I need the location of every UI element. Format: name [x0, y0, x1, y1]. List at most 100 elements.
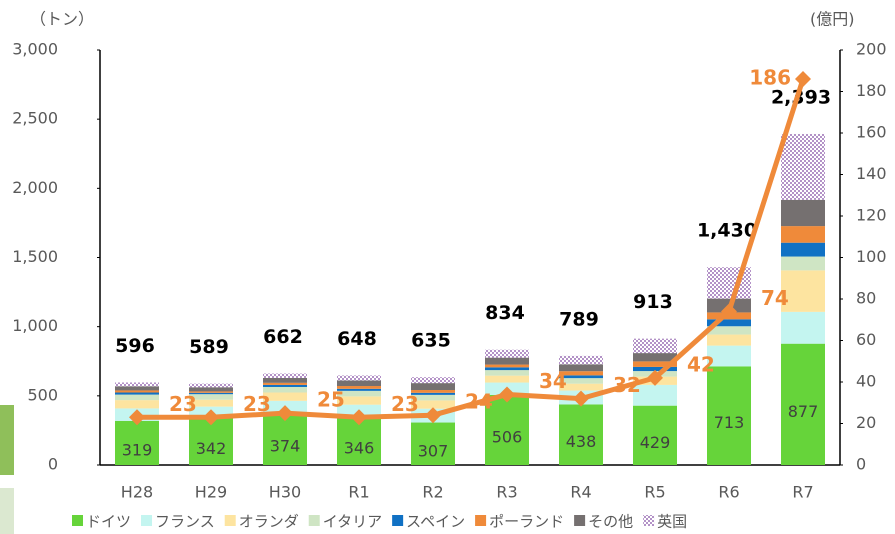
- y2-axis-label: (億円): [810, 10, 855, 29]
- bar-segment: [337, 388, 381, 391]
- line-marker: [129, 409, 145, 426]
- bar-segment: [781, 311, 825, 344]
- y2-tick-label: 20: [856, 413, 876, 432]
- line-label: 23: [243, 392, 271, 416]
- bar-segment: [115, 382, 159, 387]
- bar-segment: [559, 371, 603, 376]
- bar-segment: [559, 404, 603, 465]
- legend-label: 英国: [657, 513, 687, 531]
- line-marker: [499, 386, 515, 403]
- legend-label: ドイツ: [86, 513, 131, 531]
- segment-label: 506: [492, 428, 523, 447]
- bar-segment: [485, 375, 529, 383]
- bar-segment: [189, 391, 233, 393]
- bar-segment: [781, 199, 825, 227]
- bar-segment: [707, 345, 751, 367]
- legend-label: ポーランド: [489, 513, 564, 531]
- bar-segment: [263, 386, 307, 393]
- line-label: 25: [317, 388, 345, 412]
- bar-segment: [411, 383, 455, 391]
- segment-label: 319: [122, 440, 153, 459]
- bar-segment: [707, 326, 751, 335]
- x-tick-label: R5: [644, 483, 665, 502]
- segment-label: 342: [196, 439, 227, 458]
- legend-label: スペイン: [406, 513, 465, 531]
- x-tick-label: R7: [792, 483, 813, 502]
- bar-segment: [781, 226, 825, 243]
- bar-segment: [411, 392, 455, 395]
- line-label: 23: [391, 392, 419, 416]
- y-axis-label: （トン）: [30, 10, 94, 29]
- bar-segment: [115, 394, 159, 401]
- bar-segment: [263, 373, 307, 378]
- bar-segment: [707, 366, 751, 465]
- bar-segment: [411, 400, 455, 409]
- y2-tick-label: 80: [856, 289, 876, 308]
- legend-swatch: [574, 515, 586, 526]
- bar-segment: [485, 349, 529, 358]
- bar-segment: [411, 390, 455, 393]
- bar-segment: [485, 367, 529, 371]
- x-tick-label: R2: [422, 483, 443, 502]
- y2-tick-label: 0: [856, 455, 866, 474]
- x-tick-label: H28: [121, 483, 153, 502]
- y-tick-label: 2,500: [12, 109, 58, 128]
- bar-segment: [781, 343, 825, 465]
- line-label: 32: [613, 373, 641, 397]
- y-tick-label: 0: [48, 455, 58, 474]
- segment-label: 429: [640, 433, 671, 452]
- y2-tick-label: 40: [856, 372, 876, 391]
- line-marker: [647, 369, 663, 386]
- total-label: 913: [633, 291, 673, 313]
- y2-tick-label: 160: [856, 123, 887, 142]
- total-label: 635: [411, 330, 451, 352]
- bar-segment: [559, 383, 603, 391]
- y2-tick-label: 200: [856, 40, 887, 59]
- total-label: 2,393: [771, 86, 831, 108]
- bar-segment: [263, 413, 307, 465]
- y-tick-label: 2,000: [12, 178, 58, 197]
- legend-label: イタリア: [323, 513, 382, 531]
- segment-label: 713: [714, 413, 745, 432]
- segment-label: 877: [788, 402, 819, 421]
- side-deco: [0, 405, 14, 475]
- line-label: 74: [761, 286, 789, 310]
- segment-label: 307: [418, 441, 449, 460]
- y2-tick-label: 140: [856, 164, 887, 183]
- x-tick-label: R6: [718, 483, 739, 502]
- y2-tick-label: 60: [856, 330, 876, 349]
- total-label: 596: [115, 335, 155, 357]
- bar-segment: [189, 387, 233, 392]
- y-tick-label: 1,000: [12, 316, 58, 335]
- bar-segment: [485, 364, 529, 368]
- line-marker: [721, 303, 737, 320]
- bar-segment: [559, 364, 603, 372]
- legend-swatch: [224, 515, 236, 526]
- line-marker: [203, 409, 219, 426]
- y-tick-label: 500: [27, 385, 58, 404]
- bar-segment: [781, 270, 825, 312]
- x-tick-label: R3: [496, 483, 517, 502]
- y-tick-label: 1,500: [12, 247, 58, 266]
- bar-segment: [633, 366, 677, 372]
- segment-label: 374: [270, 437, 301, 456]
- bar-segment: [189, 417, 233, 465]
- legend-swatch: [475, 515, 487, 526]
- bar-segment: [337, 375, 381, 381]
- bar-segment: [485, 395, 529, 465]
- line: [137, 78, 806, 420]
- bar-segment: [189, 383, 233, 388]
- y2-tick-label: 180: [856, 81, 887, 100]
- legend-label: フランス: [155, 513, 215, 531]
- bar-segment: [485, 370, 529, 376]
- bar-segment: [411, 377, 455, 384]
- x-tick-label: R1: [348, 483, 369, 502]
- total-label: 789: [559, 308, 599, 330]
- bar-segment: [485, 357, 529, 365]
- line-label: 34: [539, 369, 567, 393]
- line-label: 186: [749, 66, 791, 90]
- legend-swatch: [643, 515, 655, 526]
- legend-label: その他: [588, 513, 633, 531]
- legend-swatch: [141, 515, 153, 526]
- bar-segment: [263, 384, 307, 387]
